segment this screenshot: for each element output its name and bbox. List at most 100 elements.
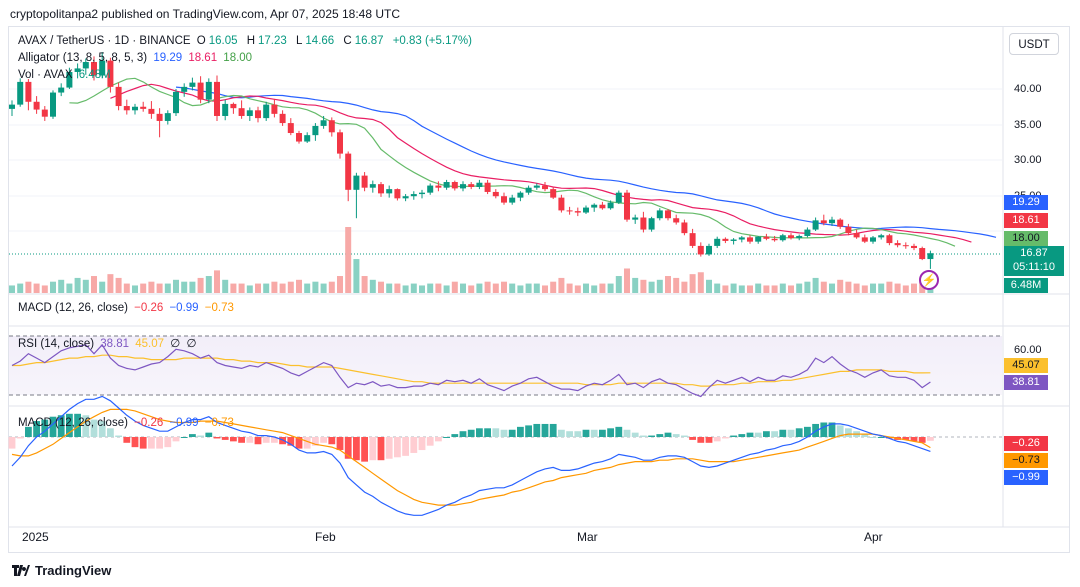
candle-body [181,86,188,92]
bar-countdown: 05:11:10 [1012,261,1055,273]
volume-bar [443,285,450,293]
publish-info: cryptopolitanpa2 published on TradingVie… [10,7,401,21]
macd-histogram-bar [640,435,647,437]
candle-body [410,194,417,197]
macd-histogram-bar [631,432,639,437]
macd-lines [8,395,934,516]
macd-histogram-bar [336,437,344,451]
macd-histogram-bar [385,437,393,459]
tradingview-logo-icon [12,564,30,579]
candle-body [427,185,434,193]
macd-histogram-bar [139,437,147,449]
ohlc-open: O 16.05 [196,35,238,47]
volume-bar [648,281,655,293]
ohlc-high: H 17.23 [246,35,287,47]
volume-bar [812,277,819,293]
symbol-name[interactable]: AVAX / TetherUS · 1D · BINANCE [18,35,191,47]
macd-histogram-bar [525,425,532,437]
candle-body [870,237,876,242]
macd-top-legend[interactable]: MACD (12, 26, close) −0.26 −0.99 −0.73 [18,302,237,314]
candle-body [33,101,40,110]
alligator-legend[interactable]: Alligator (13, 8, 5, 8, 5, 3) 19.29 18.6… [18,52,255,64]
volume-bar [263,283,270,293]
macd-histogram-bar [25,426,32,437]
volume-bar [894,283,901,293]
candle-body [501,196,507,203]
macd-histogram-bar [98,421,106,437]
volume-bar [345,227,352,293]
macd-histogram-bar [533,423,541,437]
candle-body [173,91,179,114]
volume-bar [755,283,762,293]
volume-bar [517,285,524,293]
volume-value: 6.48M [78,69,111,81]
volume-bar [591,285,598,293]
macd-histogram-bar [205,432,213,437]
macd-legend[interactable]: MACD (12, 26, close) −0.26 −0.99 −0.73 [18,417,237,429]
macd-histogram-bar [558,429,565,437]
candle-body [492,191,499,197]
candle-body [205,81,212,100]
candle-body [738,237,745,240]
macd-histogram-bar [131,437,139,448]
macd-histogram-bar [410,437,418,453]
candle-body [697,245,704,255]
volume-bar [279,283,286,293]
macd-histogram-bar [377,437,385,461]
last-price: 16.87 [1020,247,1048,259]
candle-body [689,233,696,246]
macd-histogram-bar [303,437,311,449]
rsi-legend[interactable]: RSI (14, close) 38.81 45.07 ∅ ∅ [18,336,200,350]
macd-histogram-bar [328,437,336,445]
volume-bar [583,283,589,293]
volume-bar [747,285,753,293]
candle-body [476,182,483,187]
macd-histogram-bar [172,437,180,442]
candle-body [656,210,663,219]
volume-bar [476,283,483,293]
macd-histogram-bar [451,434,459,437]
volume-legend[interactable]: Vol · AVAX 6.48M [18,69,114,81]
volume-bar [25,281,32,293]
macd-histogram-bar [615,426,623,437]
candle-body [566,210,573,212]
macd-histogram-bar [197,435,204,437]
candle-body [443,182,450,188]
candle-body [378,184,384,194]
candle-body [148,108,155,114]
candle-body [886,235,893,244]
volume-bar [353,259,360,293]
candle-body [99,60,106,76]
candle-body [222,103,229,116]
macd-histogram-bar [656,434,664,437]
volume-bar [624,268,630,293]
volume-bar [337,276,343,293]
macd-top-macd: −0.99 [169,302,199,314]
macd-histogram-bar [754,432,762,437]
candle-body [788,235,794,239]
last-price-tag: 16.87 05:11:10 [1004,246,1064,276]
macd-histogram-bar [886,437,893,439]
candle-body [804,229,811,236]
candle-body [533,185,540,188]
macd-histogram-bar [344,437,352,459]
volume-bar [312,281,319,293]
candle-body [665,210,671,219]
volume-bar [886,281,893,293]
candle-body [287,123,294,134]
rsi-tick: 60.00 [1014,344,1042,356]
volume-bar [246,285,253,293]
volume-bar [665,276,671,293]
currency-button[interactable]: USDT [1009,33,1059,55]
candle-body [132,106,138,111]
macd-histogram-bar [90,419,98,437]
volume-bar [255,283,261,293]
alligator-jaw-value: 19.29 [153,52,183,64]
macd-histogram-bar [549,423,557,437]
macd-histogram-bar [566,431,573,437]
candle-body [164,113,171,121]
lightning-icon[interactable]: ⚡ [919,270,939,290]
alligator-teeth-value: 18.61 [188,52,218,64]
